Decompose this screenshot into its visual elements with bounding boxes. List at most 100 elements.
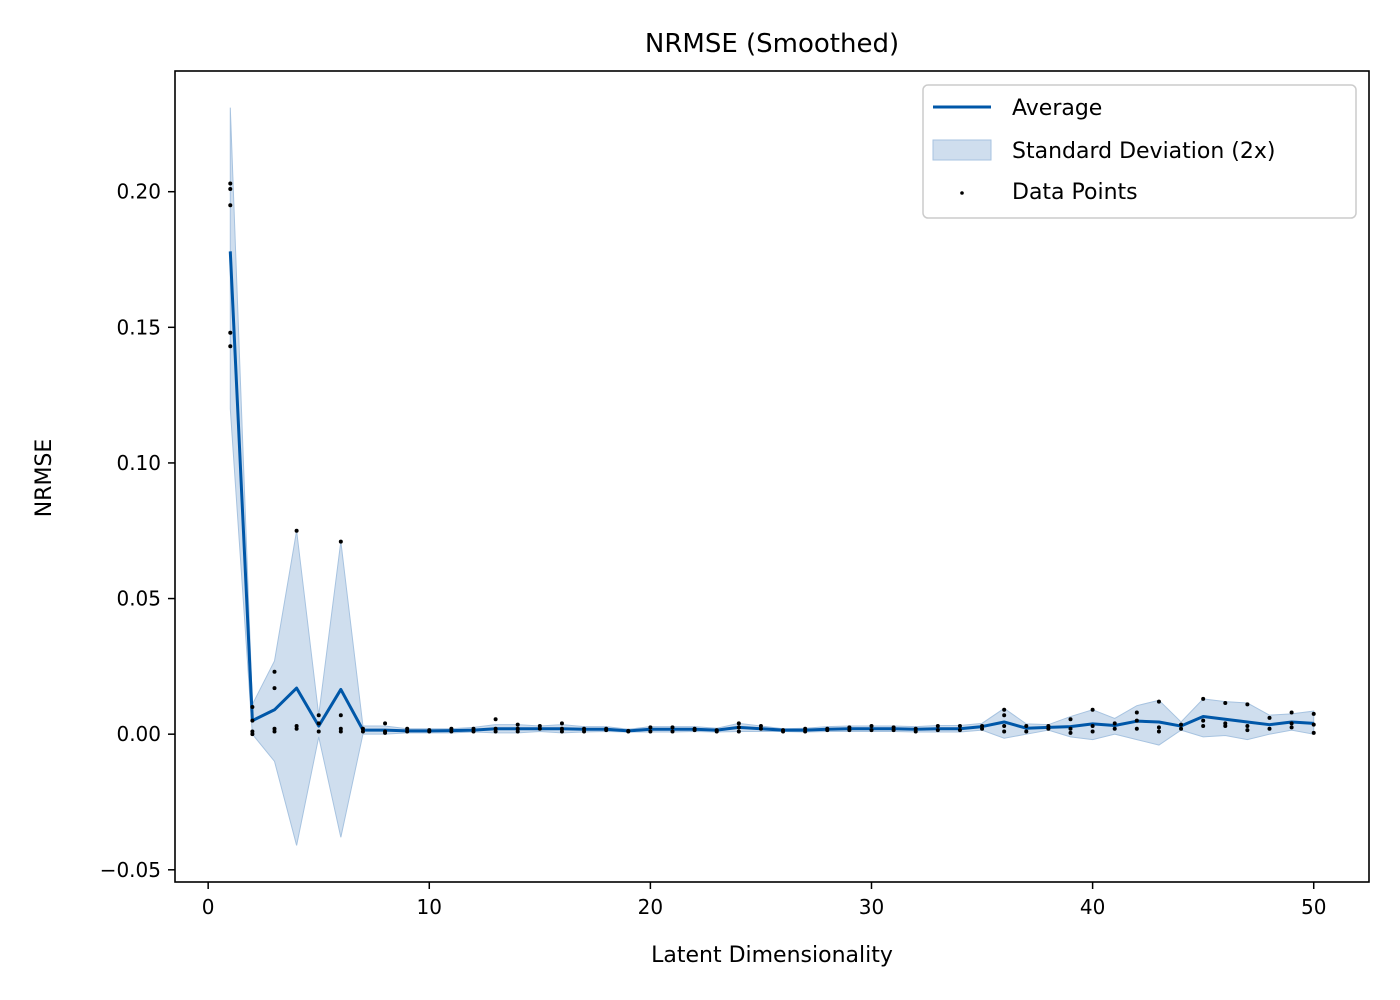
data-point bbox=[1002, 707, 1007, 712]
data-point bbox=[493, 729, 498, 734]
data-point bbox=[869, 724, 874, 729]
data-point bbox=[1201, 696, 1206, 701]
data-point bbox=[1090, 729, 1095, 734]
data-point bbox=[294, 528, 299, 533]
data-point bbox=[1179, 726, 1184, 731]
data-point bbox=[626, 729, 631, 734]
x-tick-label: 40 bbox=[1080, 895, 1105, 919]
data-point bbox=[1002, 724, 1007, 729]
data-point bbox=[891, 728, 896, 733]
data-point bbox=[471, 729, 476, 734]
data-point bbox=[1223, 700, 1228, 705]
data-point bbox=[1267, 726, 1272, 731]
data-point bbox=[1068, 717, 1073, 722]
data-point bbox=[604, 728, 609, 733]
y-tick-label: 0.00 bbox=[116, 722, 161, 746]
data-point bbox=[1134, 710, 1139, 715]
data-point bbox=[714, 729, 719, 734]
data-point bbox=[559, 721, 564, 726]
data-point bbox=[493, 717, 498, 722]
y-tick-label: 0.10 bbox=[116, 451, 161, 475]
y-axis-label: NRMSE bbox=[32, 439, 57, 518]
data-point bbox=[1245, 724, 1250, 729]
data-point bbox=[935, 724, 940, 729]
data-point bbox=[736, 725, 741, 730]
legend-std-dev-swatch bbox=[932, 139, 992, 161]
data-point bbox=[1090, 707, 1095, 712]
data-point bbox=[1289, 725, 1294, 730]
data-point bbox=[1046, 726, 1051, 731]
data-point bbox=[316, 713, 321, 718]
data-point bbox=[736, 729, 741, 734]
data-point bbox=[1289, 721, 1294, 726]
data-point bbox=[383, 730, 388, 735]
data-point bbox=[250, 732, 255, 737]
data-point bbox=[648, 725, 653, 730]
data-point bbox=[825, 728, 830, 733]
data-point bbox=[1068, 726, 1073, 731]
data-point bbox=[294, 726, 299, 731]
legend-data-points-label: Data Points bbox=[1012, 180, 1138, 205]
data-point bbox=[228, 181, 233, 186]
x-axis-ticks: 0 10 20 30 40 50 bbox=[202, 882, 1326, 919]
data-point bbox=[515, 722, 520, 727]
data-point bbox=[758, 726, 763, 731]
data-point bbox=[1112, 726, 1117, 731]
data-point bbox=[1134, 726, 1139, 731]
data-point bbox=[1134, 718, 1139, 723]
data-point bbox=[228, 186, 233, 191]
y-tick-label: 0.20 bbox=[116, 180, 161, 204]
data-point bbox=[847, 728, 852, 733]
data-point bbox=[957, 728, 962, 733]
legend-data-points-swatch bbox=[960, 191, 964, 195]
data-point bbox=[1156, 699, 1161, 704]
data-point bbox=[582, 729, 587, 734]
axes-frame bbox=[174, 70, 1370, 883]
data-point bbox=[316, 721, 321, 726]
legend: Average Standard Deviation (2x) Data Poi… bbox=[922, 84, 1357, 219]
legend-box bbox=[922, 84, 1357, 219]
data-point bbox=[1156, 729, 1161, 734]
data-point bbox=[272, 669, 277, 674]
data-point bbox=[1201, 724, 1206, 729]
data-point bbox=[1002, 713, 1007, 718]
data-point bbox=[228, 203, 233, 208]
data-point bbox=[272, 686, 277, 691]
chart-title: NRMSE (Smoothed) bbox=[645, 29, 899, 59]
data-point bbox=[1289, 710, 1294, 715]
y-tick-label: 0.15 bbox=[116, 315, 161, 339]
data-point bbox=[405, 729, 410, 734]
data-point bbox=[1179, 722, 1184, 727]
data-point bbox=[383, 721, 388, 726]
data-point bbox=[537, 726, 542, 731]
data-point bbox=[1267, 715, 1272, 720]
data-point bbox=[250, 705, 255, 710]
x-axis-label: Latent Dimensionality bbox=[651, 943, 893, 968]
data-point bbox=[1002, 729, 1007, 734]
data-point bbox=[869, 728, 874, 733]
average-line bbox=[228, 251, 1314, 733]
data-point bbox=[250, 718, 255, 723]
data-point bbox=[1201, 718, 1206, 723]
x-tick-label: 0 bbox=[202, 895, 215, 919]
data-point bbox=[1156, 725, 1161, 730]
data-point bbox=[670, 725, 675, 730]
data-point bbox=[228, 344, 233, 349]
x-tick-label: 10 bbox=[417, 895, 442, 919]
x-tick-label: 30 bbox=[859, 895, 884, 919]
data-point bbox=[1112, 721, 1117, 726]
data-point bbox=[913, 729, 918, 734]
data-point bbox=[1311, 730, 1316, 735]
data-point bbox=[228, 330, 233, 335]
data-point bbox=[980, 726, 985, 731]
y-tick-label: 0.05 bbox=[116, 587, 161, 611]
data-point bbox=[803, 729, 808, 734]
data-point bbox=[1090, 724, 1095, 729]
data-point bbox=[1311, 722, 1316, 727]
data-point bbox=[1024, 729, 1029, 734]
data-point bbox=[1311, 711, 1316, 716]
data-point bbox=[648, 729, 653, 734]
data-point bbox=[692, 728, 697, 733]
data-point bbox=[316, 729, 321, 734]
